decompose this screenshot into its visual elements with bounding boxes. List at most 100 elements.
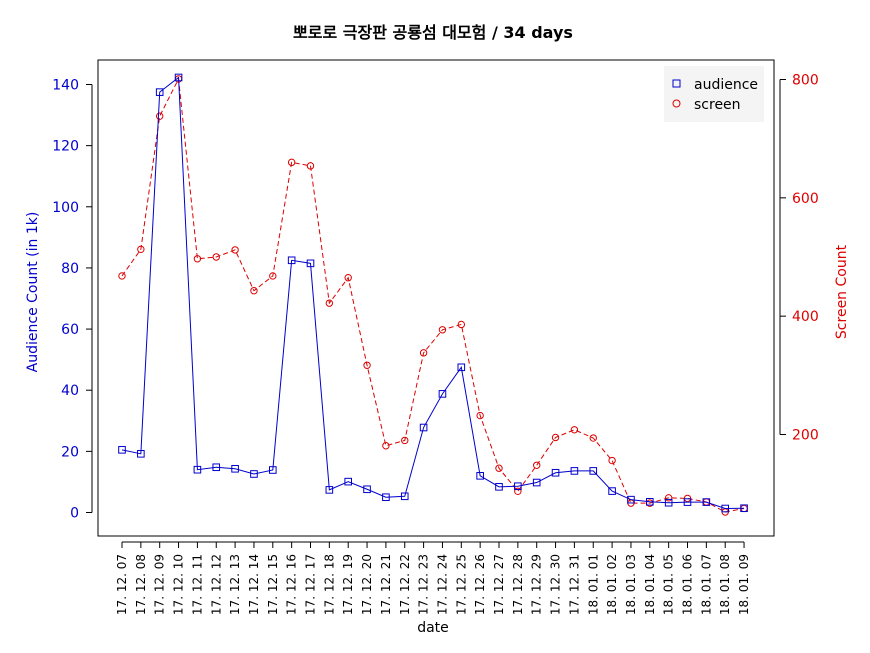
left-axis-tick-label: 100 bbox=[52, 200, 79, 216]
audience-point bbox=[721, 504, 730, 513]
x-axis-tick-label: 17. 12. 16 bbox=[285, 554, 299, 615]
screen-point bbox=[457, 320, 465, 329]
screen-point bbox=[664, 494, 673, 502]
left-axis-tick-label: 80 bbox=[61, 261, 79, 277]
chart-title-main: 뽀로로 극장판 공룡섬 대모험 bbox=[293, 23, 486, 42]
screen-point bbox=[476, 411, 484, 420]
screen-point bbox=[269, 272, 277, 280]
screen-point bbox=[156, 112, 164, 120]
x-axis-tick-label: 18. 01. 09 bbox=[737, 554, 751, 615]
x-axis-tick-label: 17. 12. 22 bbox=[398, 554, 412, 615]
screen-point bbox=[551, 433, 560, 442]
x-axis-tick-label: 18. 01. 04 bbox=[643, 554, 657, 615]
x-axis-tick-label: 17. 12. 19 bbox=[341, 554, 355, 615]
x-axis-tick-label: 17. 12. 15 bbox=[266, 554, 280, 615]
legend-label-screen: screen bbox=[694, 97, 741, 113]
audience-point bbox=[174, 73, 183, 82]
audience-point bbox=[250, 470, 258, 478]
audience-point bbox=[589, 467, 598, 475]
x-axis-tick-label: 18. 01. 08 bbox=[718, 554, 732, 615]
screen-point bbox=[438, 326, 447, 334]
y-axis-label-right: Screen Count bbox=[834, 244, 850, 339]
screen-point bbox=[419, 349, 428, 357]
screen-point bbox=[287, 158, 296, 167]
screen-point bbox=[514, 487, 522, 495]
audience-point bbox=[325, 486, 334, 494]
audience-point bbox=[231, 464, 239, 473]
screen-point bbox=[306, 162, 315, 170]
screen-point bbox=[382, 442, 390, 450]
left-axis: 0 20 40 60 80 100 120 140 bbox=[52, 78, 93, 522]
audience-point bbox=[382, 493, 390, 502]
left-axis-tick-label: 120 bbox=[52, 139, 79, 155]
screen-series-line bbox=[121, 77, 745, 513]
x-axis-tick-label: 17. 12. 18 bbox=[322, 554, 336, 615]
y-axis-label-left: Audience Count (in 1k) bbox=[25, 212, 41, 373]
audience-point bbox=[514, 482, 522, 491]
chart-title-suffix: / 34 days bbox=[486, 23, 573, 42]
legend-label-audience: audience bbox=[694, 77, 758, 93]
legend-box bbox=[664, 66, 764, 122]
x-axis-tick-label: 17. 12. 21 bbox=[379, 554, 393, 615]
series-layer bbox=[118, 73, 748, 516]
x-axis-tick-label: 17. 12. 12 bbox=[209, 554, 223, 615]
audience-point bbox=[419, 423, 428, 432]
x-axis-tick-label: 17. 12. 23 bbox=[417, 554, 431, 615]
right-axis-tick-label: 600 bbox=[792, 191, 819, 207]
x-axis-tick-label: 17. 12. 08 bbox=[134, 554, 148, 615]
screen-point bbox=[495, 464, 503, 472]
x-axis-tick-label: 18. 01. 03 bbox=[624, 554, 638, 615]
screen-point bbox=[118, 272, 126, 280]
screen-point bbox=[325, 299, 334, 307]
audience-point bbox=[400, 492, 409, 501]
audience-point bbox=[212, 463, 221, 472]
audience-point bbox=[193, 465, 202, 474]
x-axis-tick-label: 17. 12. 31 bbox=[567, 554, 581, 615]
audience-point bbox=[683, 498, 692, 506]
audience-point bbox=[476, 472, 484, 480]
right-axis-tick-label: 800 bbox=[792, 73, 819, 89]
x-axis-tick-label: 17. 12. 13 bbox=[228, 554, 242, 615]
x-axis: 17. 12. 07 17. 12. 08 17. 12. 09 17. 12. 10… bbox=[115, 541, 751, 615]
audience-point bbox=[269, 466, 277, 474]
left-axis-tick-label: 140 bbox=[52, 78, 79, 94]
x-axis-tick-label: 17. 12. 30 bbox=[549, 554, 563, 615]
left-axis-tick-label: 60 bbox=[61, 322, 79, 338]
legend: audience screen bbox=[664, 66, 764, 122]
x-axis-tick-label: 17. 12. 09 bbox=[153, 554, 167, 615]
audience-point bbox=[646, 498, 654, 506]
audience-point bbox=[627, 495, 635, 504]
screen-point bbox=[363, 361, 371, 369]
x-axis-tick-label: 17. 12. 11 bbox=[190, 554, 204, 615]
x-axis-tick-label: 17. 12. 29 bbox=[530, 554, 544, 615]
audience-point bbox=[551, 468, 560, 477]
x-axis-tick-label: 17. 12. 14 bbox=[247, 554, 261, 615]
x-axis-tick-label: 18. 01. 07 bbox=[699, 554, 713, 615]
screen-point bbox=[137, 245, 145, 254]
audience-point bbox=[664, 498, 673, 507]
screen-point bbox=[401, 436, 409, 445]
audience-point bbox=[344, 477, 352, 486]
x-axis-tick-label: 18. 01. 02 bbox=[605, 554, 619, 615]
x-axis-tick-label: 17. 12. 17 bbox=[304, 554, 318, 615]
screen-point bbox=[212, 253, 220, 261]
right-axis: 200 400 600 800 bbox=[779, 73, 819, 444]
audience-point bbox=[155, 88, 164, 96]
audience-point bbox=[306, 259, 315, 268]
left-axis-tick-label: 20 bbox=[61, 444, 79, 460]
x-axis-label: date bbox=[417, 620, 449, 636]
x-axis-tick-label: 17. 12. 27 bbox=[492, 554, 506, 615]
audience-point bbox=[570, 467, 579, 475]
right-axis-tick-label: 200 bbox=[792, 428, 819, 444]
legend-marker-screen bbox=[672, 99, 681, 108]
plot-frame bbox=[97, 59, 775, 537]
x-axis-tick-label: 18. 01. 05 bbox=[662, 554, 676, 615]
audience-point bbox=[457, 363, 466, 372]
chart-title: 뽀로로 극장판 공룡섬 대모험 / 34 days bbox=[293, 23, 573, 42]
x-axis-tick-label: 17. 12. 28 bbox=[511, 554, 525, 615]
x-axis-tick-label: 17. 12. 10 bbox=[172, 554, 186, 615]
audience-point bbox=[438, 390, 447, 398]
screen-point bbox=[608, 456, 616, 465]
screen-point bbox=[231, 246, 239, 254]
audience-point bbox=[287, 256, 296, 265]
